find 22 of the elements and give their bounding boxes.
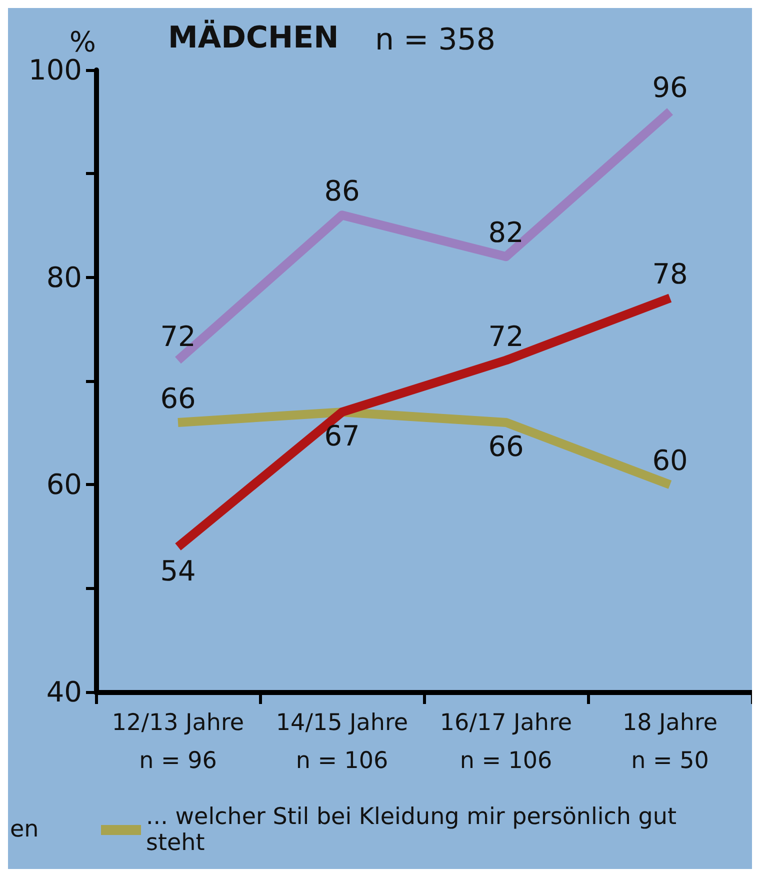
data-label: 60 xyxy=(652,444,688,478)
x-tick-label: 12/13 Jahre n = 96 xyxy=(112,710,244,774)
legend-label: ... welcher Stil bei Kleidung mir persönlich gut steht xyxy=(146,804,684,856)
data-label: 54 xyxy=(160,554,196,588)
y-tick-label: 80 xyxy=(46,260,82,294)
y-tick-label: 40 xyxy=(46,676,82,708)
chart-subtitle: n = 358 xyxy=(375,22,496,58)
data-label: 82 xyxy=(488,216,524,250)
data-label: 78 xyxy=(652,258,688,291)
data-label: 72 xyxy=(160,320,196,353)
data-label: 66 xyxy=(488,430,524,463)
data-label: 96 xyxy=(652,70,688,104)
text: en xyxy=(10,816,39,842)
y-tick-label: 60 xyxy=(46,468,82,502)
x-tick-label: 18 Jahre n = 50 xyxy=(622,710,718,774)
chart-title: MÄDCHEN xyxy=(168,20,339,56)
x-tick-label: 16/17 Jahre n = 106 xyxy=(440,710,572,774)
data-label: 72 xyxy=(488,320,524,353)
x-tick-label: 14/15 Jahre n = 106 xyxy=(276,710,408,774)
data-label: 67 xyxy=(324,420,360,453)
data-label: 86 xyxy=(324,174,360,208)
data-label: 66 xyxy=(160,382,196,415)
